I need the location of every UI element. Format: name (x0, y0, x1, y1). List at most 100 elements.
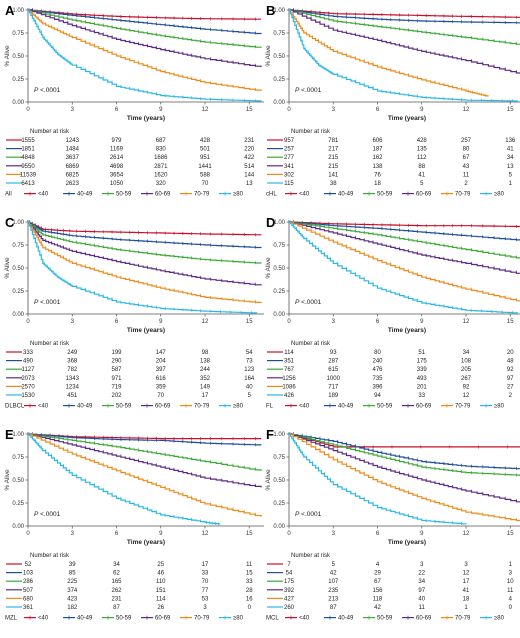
risk-value: 136 (505, 138, 516, 144)
risk-value: 204 (156, 359, 167, 365)
panel-D: D % Alive 0.00 0.25 0.50 0.75 1.00 0 3 6 9 12 15 Time… (265, 215, 520, 410)
legend-entry: <40 (38, 192, 49, 198)
p-value-label: P <.0001 (295, 299, 322, 306)
y-tick-label: 0.25 (12, 77, 24, 83)
legend-entry: 50-59 (377, 616, 393, 622)
x-tick-label: 0 (287, 531, 291, 537)
x-tick-label: 6 (115, 319, 119, 325)
risk-value: 1686 (154, 155, 168, 161)
risk-value: 11 (419, 605, 426, 611)
risk-value: 290 (111, 359, 122, 365)
y-tick-label: 0.50 (12, 54, 24, 60)
legend-entry: 50-59 (116, 616, 132, 622)
risk-value: 20 (507, 350, 514, 356)
risk-value: 476 (372, 367, 383, 373)
risk-value: 41 (418, 172, 425, 178)
risk-value: 118 (373, 596, 383, 602)
x-tick-label: 9 (420, 531, 424, 537)
risk-value: 507 (23, 588, 34, 594)
risk-value: 201 (417, 384, 428, 390)
risk-value: 0 (248, 605, 252, 611)
risk-value: 11539 (20, 172, 37, 178)
y-axis-label: % Alive (265, 469, 272, 491)
risk-value: 80 (374, 350, 381, 356)
p-value-label: P <.0001 (295, 87, 322, 94)
legend-entry: <40 (38, 616, 49, 622)
y-axis-label: % Alive (265, 45, 272, 67)
y-tick-label: 0.75 (273, 31, 285, 37)
legend-entry: 60-69 (155, 192, 171, 198)
legend-entry: 70-79 (455, 192, 471, 198)
risk-value: 12 (463, 571, 470, 577)
legend-disease-label: MCL (266, 616, 279, 622)
x-tick-label: 15 (507, 319, 514, 325)
x-axis-label: Time (years) (127, 327, 165, 334)
risk-value: 1169 (110, 147, 124, 153)
risk-value: 46 (157, 571, 164, 577)
x-tick-label: 0 (287, 319, 291, 325)
risk-value: 1441 (198, 164, 212, 170)
risk-value: 341 (284, 164, 295, 170)
risk-value: 0 (509, 605, 513, 611)
x-axis-label: Time (years) (388, 115, 426, 122)
y-tick-label: 0.75 (273, 243, 285, 249)
risk-value: 53 (202, 596, 209, 602)
risk-value: 1 (509, 562, 513, 568)
risk-value: 108 (461, 359, 472, 365)
risk-value: 359 (156, 384, 167, 390)
legend-entry: 70-79 (455, 616, 471, 622)
risk-value: 13 (507, 164, 514, 170)
p-value-label: P <.0001 (34, 511, 61, 518)
risk-value: 392 (284, 588, 295, 594)
risk-value: 244 (200, 367, 211, 373)
risk-value: 687 (156, 138, 167, 144)
risk-value: 43 (463, 164, 470, 170)
y-axis-label: % Alive (265, 257, 272, 279)
risk-value: 1256 (282, 376, 296, 382)
risk-value: 92 (507, 367, 514, 373)
risk-value: 717 (328, 384, 339, 390)
risk-value: 2 (509, 393, 513, 399)
x-tick-label: 0 (26, 531, 30, 537)
risk-value: 11 (246, 562, 253, 568)
risk-value: 76 (374, 172, 381, 178)
risk-value: 1343 (66, 376, 80, 382)
risk-value: 9550 (21, 164, 35, 170)
legend-entry: 50-59 (116, 192, 132, 198)
risk-value: 40 (246, 384, 253, 390)
x-tick-label: 9 (420, 319, 424, 325)
risk-value: 1851 (21, 147, 35, 153)
risk-value: 92 (463, 384, 470, 390)
x-tick-label: 9 (159, 531, 163, 537)
risk-value: 249 (67, 350, 78, 356)
risk-value: 34 (507, 155, 514, 161)
risk-value: 189 (328, 393, 339, 399)
legend-entry: 60-69 (416, 616, 432, 622)
x-tick-label: 15 (246, 531, 253, 537)
risk-table-title: Number at risk (291, 341, 331, 347)
risk-value: 26 (157, 605, 164, 611)
y-tick-label: 0.00 (12, 312, 24, 318)
panel-letter: C (5, 215, 15, 230)
y-tick-label: 0.50 (12, 266, 24, 272)
y-tick-label: 0.00 (12, 524, 24, 530)
risk-value: 267 (461, 376, 472, 382)
risk-value: 123 (244, 367, 255, 373)
risk-value: 10 (507, 579, 514, 585)
survival-curve (289, 433, 520, 503)
risk-value: 514 (244, 164, 255, 170)
legend-entry: ≥80 (233, 404, 244, 410)
risk-table-title: Number at risk (30, 129, 70, 135)
legend-disease-label: MZL (5, 616, 18, 622)
risk-value: 2623 (66, 181, 80, 187)
risk-value: 7 (287, 562, 291, 568)
panel-letter: F (266, 427, 274, 442)
risk-value: 93 (330, 350, 337, 356)
y-tick-label: 0.75 (12, 31, 24, 37)
x-tick-label: 12 (463, 531, 470, 537)
risk-value: 48 (507, 359, 514, 365)
x-tick-label: 12 (463, 107, 470, 113)
risk-value: 1 (464, 605, 468, 611)
risk-value: 2871 (154, 164, 168, 170)
